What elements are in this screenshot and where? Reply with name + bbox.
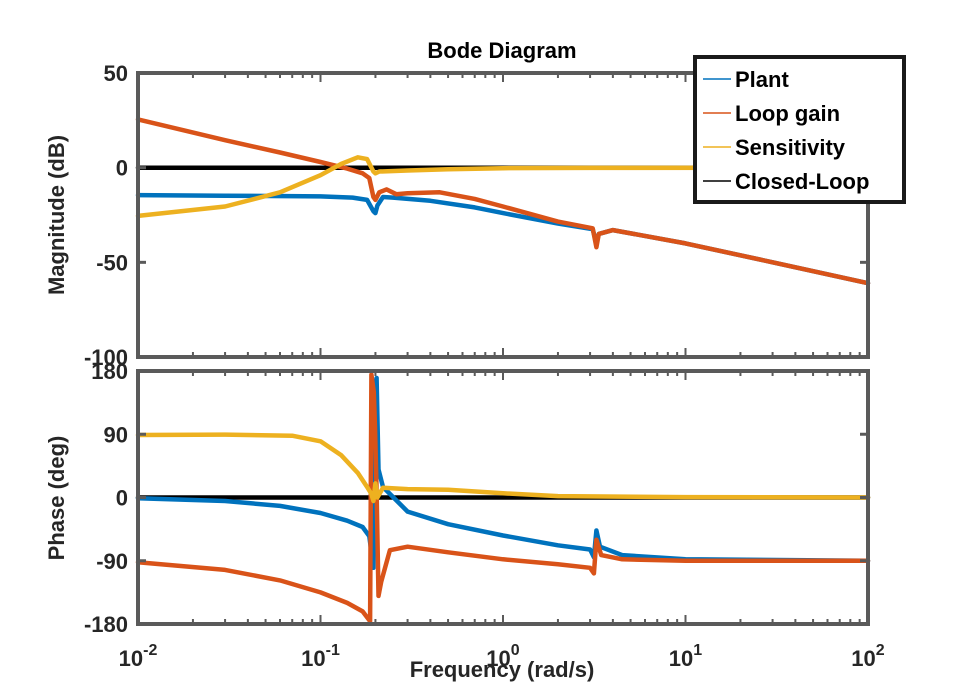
phase-ytick-label: 90 [104,422,128,447]
legend-label-closed-loop: Closed-Loop [735,169,869,194]
x-axis-label: Frequency (rad/s) [410,657,595,682]
legend-label-sensitivity: Sensitivity [735,135,846,160]
magnitude-ylabel: Magnitude (dB) [44,135,69,295]
phase-ylabel: Phase (deg) [44,436,69,561]
x-tick-label: 100 [486,642,519,671]
phase-line-plant [135,375,871,571]
phase-ytick-label: -90 [96,549,128,574]
magnitude-ytick-label: 0 [116,156,128,181]
legend-box [693,55,906,204]
magnitude-ticks: 50 0 -50 -100 [84,61,868,370]
phase-ytick-label: -180 [84,612,128,637]
phase-ticks: 180 90 0 -90 -180 [84,359,868,637]
magnitude-ytick-label: -50 [96,250,128,275]
chart-title: Bode Diagram [427,38,576,63]
phase-ytick-label: 180 [91,359,128,384]
phase-panel: 180 90 0 -90 -180 Phase (deg) [44,359,871,637]
x-tick-label: 10-1 [301,642,340,671]
magnitude-line-loop-gain [135,117,871,286]
magnitude-ytick-label: 50 [104,61,128,86]
magnitude-line-sensitivity [135,155,871,219]
x-tick-labels: 10-2 10-1 100 101 102 [119,642,885,671]
phase-series [135,372,871,624]
x-tick-label: 10-2 [119,642,158,671]
legend-label-plant: Plant [735,67,789,92]
phase-line-loop-gain [135,372,871,624]
x-tick-label: 102 [851,642,884,671]
phase-ytick-label: 0 [116,486,128,511]
phase-line-sensitivity [135,432,871,504]
legend: Plant Loop gain Sensitivity Closed-Loop [693,55,906,204]
magnitude-panel: 50 0 -50 -100 Magnitude (dB) [44,61,871,370]
x-tick-label: 101 [669,642,702,671]
legend-label-loop-gain: Loop gain [735,101,840,126]
magnitude-ytick-label: -100 [84,345,128,370]
